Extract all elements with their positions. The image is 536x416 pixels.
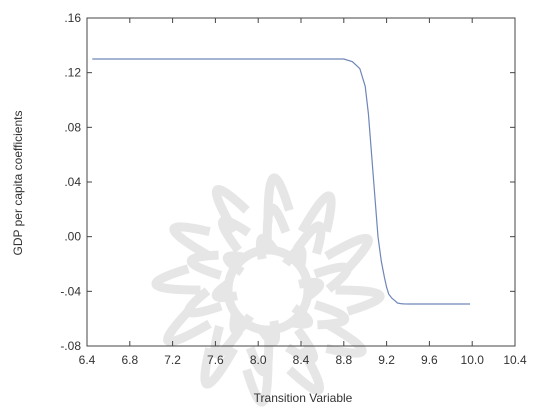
watermark-ring: [223, 245, 313, 335]
watermark-petal: [245, 339, 274, 377]
watermark-petal: [262, 203, 291, 241]
watermark-petal: [285, 326, 318, 364]
watermark-petal: [324, 233, 373, 272]
x-tick-label: 8.8: [335, 353, 352, 367]
x-tick-label: 9.2: [378, 353, 395, 367]
x-tick-label: 9.6: [421, 353, 438, 367]
x-tick-label: 10.0: [461, 353, 485, 367]
x-tick-label: 6.4: [79, 353, 96, 367]
watermark-petal: [335, 285, 385, 316]
watermark-petal: [169, 222, 212, 261]
watermark-petal: [218, 216, 251, 254]
y-tick-label: -.08: [60, 339, 81, 353]
watermark-petal: [151, 264, 201, 295]
watermark-petal: [186, 250, 223, 280]
plot-frame: [86, 17, 516, 347]
x-tick-label: 7.6: [207, 353, 224, 367]
y-axis-title: GDP per capita coefficients: [11, 111, 25, 256]
watermark-petal: [210, 325, 244, 359]
watermark-petal: [324, 319, 367, 358]
y-tick-label: .12: [64, 66, 81, 80]
watermark-petal: [313, 262, 352, 293]
x-tick-label: 10.4: [503, 353, 527, 367]
watermark-petal: [200, 346, 239, 389]
watermark-petal: [313, 300, 350, 330]
x-tick-label: 8.0: [250, 353, 267, 367]
watermark-petal: [297, 191, 336, 234]
y-axis: -.08 -.04 .00 .04 .08 .12 .16: [60, 11, 515, 353]
y-tick-label: -.04: [60, 284, 81, 298]
x-tick-label: 6.8: [121, 353, 138, 367]
watermark-petal: [163, 308, 212, 347]
x-tick-label: 7.2: [164, 353, 181, 367]
series-line: [92, 58, 471, 305]
x-axis: 6.4 6.8 7.2 7.6 8.0 8.4 8.8 9.2 9.6 10.0 10.4: [79, 18, 527, 367]
x-tick-label: 8.4: [293, 353, 310, 367]
watermark-petal: [184, 287, 223, 318]
y-tick-label: .00: [64, 230, 81, 244]
x-axis-title: Transition Variable: [254, 391, 353, 405]
y-tick-label: .08: [64, 120, 81, 134]
y-tick-label: .04: [64, 175, 81, 189]
watermark-ornament: [151, 173, 385, 407]
y-tick-label: .16: [64, 11, 81, 25]
watermark-petal: [292, 221, 326, 255]
